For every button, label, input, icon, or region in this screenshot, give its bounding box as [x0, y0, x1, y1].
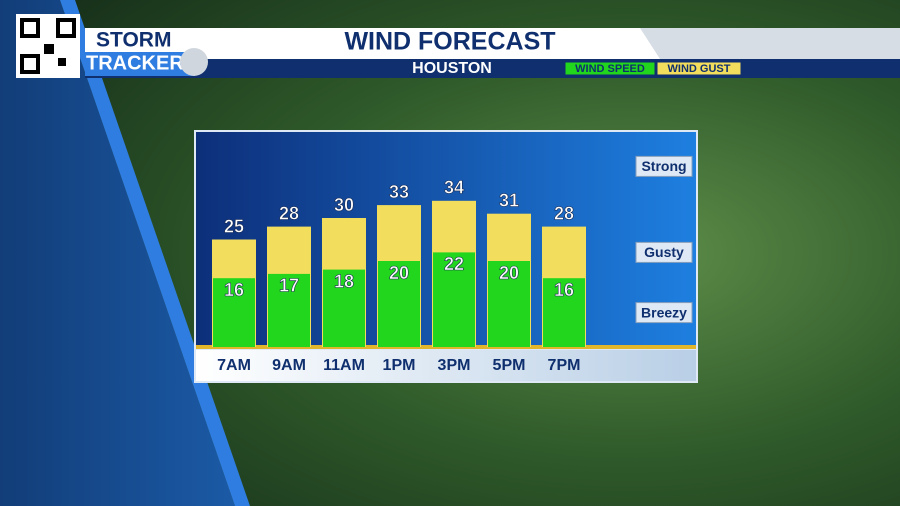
value-label: 18 [334, 271, 354, 291]
logo-mark [180, 48, 208, 76]
value-label: 22 [444, 254, 464, 274]
value-label: 20 [389, 263, 409, 283]
x-tick-label: 7AM [217, 357, 251, 374]
value-label: 34 [444, 178, 464, 198]
y-tick-label: Breezy [641, 304, 687, 320]
qr-corner [56, 18, 76, 38]
bar [213, 278, 255, 347]
y-tick-box [635, 241, 693, 263]
y-tick-label: Strong [641, 158, 686, 174]
bar [268, 273, 310, 347]
value-label: 28 [279, 203, 299, 223]
value-label: 30 [334, 195, 354, 215]
x-tick-label: 9AM [272, 357, 306, 374]
chart-subtitle: HOUSTON [412, 60, 492, 77]
bar [543, 278, 585, 347]
value-label: 16 [224, 280, 244, 300]
bar [378, 261, 420, 347]
value-label: 33 [389, 182, 409, 202]
side-panel [0, 0, 235, 506]
qr-dot [58, 58, 66, 66]
value-label: 16 [554, 280, 574, 300]
logo-line2: TRACKER [86, 52, 184, 74]
value-label: 17 [279, 276, 299, 296]
logo-bg [85, 52, 195, 76]
qr-dot [44, 44, 54, 54]
value-label: 31 [499, 190, 519, 210]
x-axis-strip [196, 350, 696, 381]
bar [323, 269, 365, 347]
qr-corner [20, 18, 40, 38]
x-tick-label: 7PM [548, 357, 581, 374]
logo-line1: STORM [96, 29, 171, 52]
legend-label: WIND SPEED [575, 63, 645, 75]
chart-title: WIND FORECAST [344, 28, 555, 56]
value-label: 28 [554, 203, 574, 223]
qr-corner [20, 54, 40, 74]
legend-swatch [564, 61, 656, 76]
x-tick-label: 3PM [438, 357, 471, 374]
legend-swatch [656, 61, 742, 76]
header-accent [640, 28, 900, 59]
y-tick-label: Gusty [644, 244, 684, 260]
y-tick-box [635, 302, 693, 324]
value-label: 20 [499, 263, 519, 283]
legend-label: WIND GUST [668, 63, 731, 75]
value-label: 25 [224, 216, 244, 236]
bar [433, 252, 475, 347]
x-tick-label: 11AM [323, 357, 365, 374]
bar [488, 261, 530, 347]
y-tick-box [635, 155, 693, 177]
x-tick-label: 5PM [493, 357, 526, 374]
x-tick-label: 1PM [383, 357, 416, 374]
